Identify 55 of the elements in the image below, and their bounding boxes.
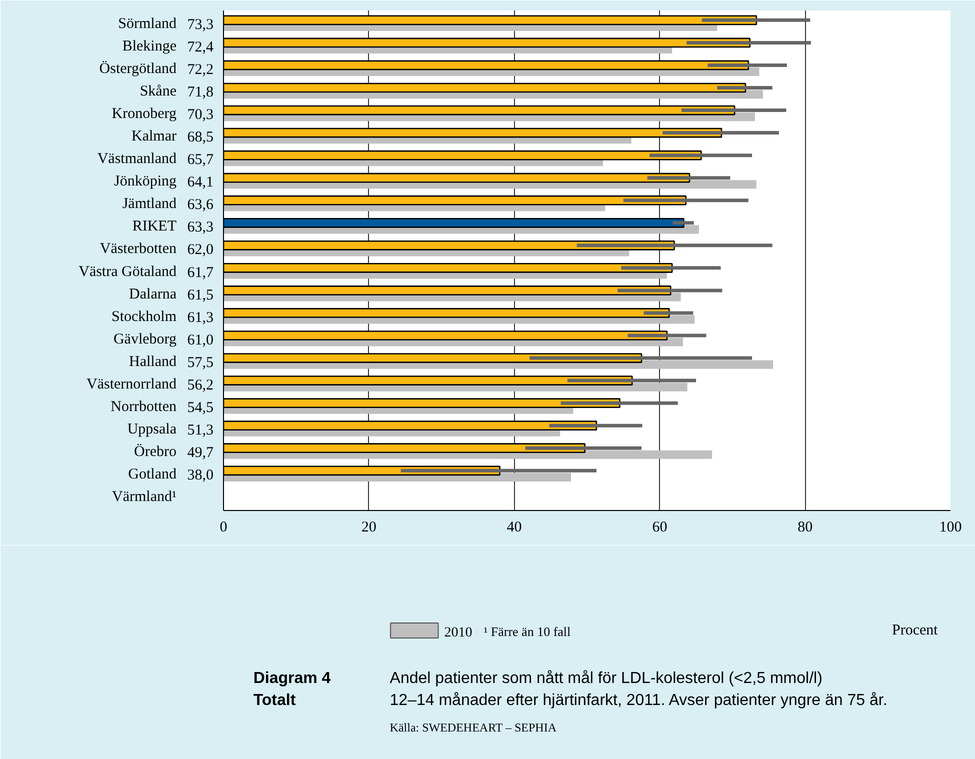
y-tick-label: Västernorrland: [86, 376, 177, 392]
data-label: 56,2: [187, 377, 214, 394]
y-tick-label: Dalarna: [129, 286, 177, 302]
y-tick-label: Sörmland: [118, 16, 177, 32]
y-tick-label: Västmanland: [97, 151, 177, 168]
x-tick-label: 100: [939, 520, 962, 536]
y-tick-label: Värmland¹: [112, 488, 177, 505]
y-tick-label: Västerbotten: [100, 241, 177, 258]
data-label: 61,3: [187, 310, 214, 326]
data-label: 65,7: [187, 152, 214, 168]
text: Procent: [892, 622, 939, 638]
data-label: 73,3: [187, 17, 214, 34]
data-label: 71,8: [187, 84, 214, 101]
y-tick-label: Stockholm: [112, 308, 177, 325]
y-tick-label: Kalmar: [132, 128, 177, 145]
data-label: 38,0: [187, 467, 214, 484]
data-label: 62,0: [187, 242, 214, 258]
text: Källa: SWEDEHEART – SEPHIA: [390, 720, 557, 734]
x-tick-label: 20: [361, 520, 376, 536]
data-label: 61,7: [187, 264, 214, 281]
y-tick-label: Kronoberg: [112, 106, 177, 122]
text: Andel patienter som nått mål för LDL-kolesterol (<2,5 mmol/l) 12–14 månader efter hjärtinfarkt, 2011. Avser patienter yngre än 75 år.: [390, 670, 888, 709]
data-label: 64,1: [187, 174, 214, 191]
y-tick-label: Halland: [129, 354, 177, 370]
x-tick-label: 80: [798, 520, 813, 536]
y-tick-label: Uppsala: [127, 421, 177, 438]
y-tick-label: Gävleborg: [113, 331, 177, 348]
text: Diagram 4 Totalt: [253, 670, 331, 709]
data-label: 72,2: [187, 62, 214, 78]
legend-label: 2010: [444, 626, 472, 640]
data-label: 63,6: [187, 197, 214, 214]
x-tick-label: 60: [652, 520, 668, 536]
data-label: 54,5: [187, 400, 214, 416]
y-tick-label: Blekinge: [122, 38, 177, 55]
x-tick-label: 0: [220, 520, 228, 536]
data-label: 63,3: [187, 220, 214, 236]
data-label: 61,0: [187, 332, 214, 348]
y-tick-label: Gotland: [128, 466, 177, 482]
y-tick-label: Östergötland: [99, 60, 177, 78]
y-tick-label: Jönköping: [114, 174, 177, 190]
y-tick-label: Norrbotten: [110, 398, 177, 415]
data-label: 68,5: [187, 130, 214, 146]
data-label: 51,3: [187, 422, 214, 438]
data-label: 57,5: [187, 354, 214, 371]
data-label: 70,3: [187, 107, 214, 124]
y-tick-label: RIKET: [132, 218, 177, 235]
y-tick-label: Västra Götaland: [78, 264, 177, 280]
data-label: 72,4: [187, 40, 214, 56]
y-tick-label: Jämtland: [122, 196, 177, 212]
data-label: 49,7: [187, 444, 214, 461]
text: ¹ Färre än 10 fall: [484, 624, 572, 639]
x-tick-label: 40: [506, 520, 522, 536]
data-label: 61,5: [187, 287, 214, 304]
y-tick-label: Örebro: [134, 442, 177, 460]
y-tick-label: Skåne: [140, 84, 177, 100]
